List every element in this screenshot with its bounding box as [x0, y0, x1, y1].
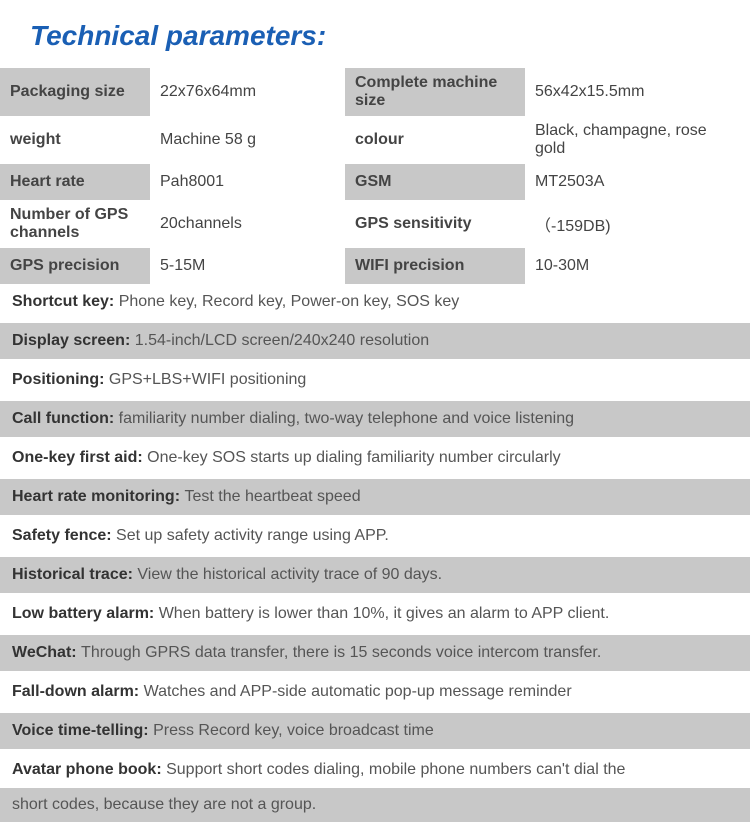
feature-row: Heart rate monitoring: Test the heartbea…: [0, 479, 750, 515]
feature-label: WeChat:: [12, 644, 81, 661]
page-title: Technical parameters:: [0, 0, 750, 68]
feature-row: Historical trace: View the historical ac…: [0, 557, 750, 593]
feature-label: Fall-down alarm:: [12, 683, 144, 700]
feature-label: Heart rate monitoring:: [12, 488, 184, 505]
feature-cell: Call function: familiarity number dialin…: [0, 401, 750, 437]
feature-label: Voice time-telling:: [12, 722, 153, 739]
feature-row: Safety fence: Set up safety activity ran…: [0, 518, 750, 554]
spec-label: GPS precision: [0, 248, 150, 284]
feature-cell: WeChat: Through GPRS data transfer, ther…: [0, 635, 750, 671]
spec-value: 5-15M: [150, 248, 345, 284]
feature-text: Through GPRS data transfer, there is 15 …: [81, 644, 601, 661]
spec-value: 10-30M: [525, 248, 750, 284]
feature-text: Test the heartbeat speed: [184, 488, 360, 505]
continuation-row: short codes, because they are not a grou…: [0, 788, 750, 822]
feature-label: Low battery alarm:: [12, 605, 159, 622]
spec-row: Packaging size22x76x64mmComplete machine…: [0, 68, 750, 116]
feature-text: One-key SOS starts up dialing familiarit…: [147, 449, 560, 466]
feature-label: Display screen:: [12, 332, 135, 349]
feature-cell: Shortcut key: Phone key, Record key, Pow…: [0, 284, 750, 320]
spec-label: GPS sensitivity: [345, 200, 525, 248]
feature-row: Low battery alarm: When battery is lower…: [0, 596, 750, 632]
feature-text: When battery is lower than 10%, it gives…: [159, 605, 610, 622]
feature-text: Set up safety activity range using APP.: [116, 527, 389, 544]
spec-row: Number of GPS channels20channelsGPS sens…: [0, 200, 750, 248]
feature-label: One-key first aid:: [12, 449, 147, 466]
feature-label: Positioning:: [12, 371, 109, 388]
spec-row: weightMachine 58 gcolourBlack, champagne…: [0, 116, 750, 164]
feature-text: Phone key, Record key, Power-on key, SOS…: [119, 293, 460, 310]
feature-row: Fall-down alarm: Watches and APP-side au…: [0, 674, 750, 710]
feature-cell: Safety fence: Set up safety activity ran…: [0, 518, 750, 554]
spec-value: 20channels: [150, 200, 345, 248]
feature-row: WeChat: Through GPRS data transfer, ther…: [0, 635, 750, 671]
feature-text: 1.54-inch/LCD screen/240x240 resolution: [135, 332, 429, 349]
feature-label: Historical trace:: [12, 566, 137, 583]
spec-label: WIFI precision: [345, 248, 525, 284]
spec-label: weight: [0, 116, 150, 164]
spec-row: Heart ratePah8001GSMMT2503A: [0, 164, 750, 200]
feature-text: GPS+LBS+WIFI positioning: [109, 371, 306, 388]
spec-value: MT2503A: [525, 164, 750, 200]
feature-cell: Positioning: GPS+LBS+WIFI positioning: [0, 362, 750, 398]
feature-text: View the historical activity trace of 90…: [137, 566, 442, 583]
feature-label: Call function:: [12, 410, 119, 427]
spec-row: GPS precision5-15MWIFI precision10-30M: [0, 248, 750, 284]
feature-label: Avatar phone book:: [12, 761, 166, 778]
feature-text: familiarity number dialing, two-way tele…: [119, 410, 574, 427]
spec-value: Pah8001: [150, 164, 345, 200]
feature-label: Safety fence:: [12, 527, 116, 544]
spec-label: Complete machine size: [345, 68, 525, 116]
specs-table: Packaging size22x76x64mmComplete machine…: [0, 68, 750, 284]
features-table: Shortcut key: Phone key, Record key, Pow…: [0, 284, 750, 788]
feature-row: Positioning: GPS+LBS+WIFI positioning: [0, 362, 750, 398]
feature-row: Call function: familiarity number dialin…: [0, 401, 750, 437]
spec-value: 56x42x15.5mm: [525, 68, 750, 116]
feature-text: Watches and APP-side automatic pop-up me…: [144, 683, 572, 700]
feature-cell: Avatar phone book: Support short codes d…: [0, 752, 750, 788]
feature-cell: Fall-down alarm: Watches and APP-side au…: [0, 674, 750, 710]
spec-label: GSM: [345, 164, 525, 200]
feature-text: Support short codes dialing, mobile phon…: [166, 761, 625, 778]
feature-cell: One-key first aid: One-key SOS starts up…: [0, 440, 750, 476]
feature-cell: Historical trace: View the historical ac…: [0, 557, 750, 593]
feature-text: Press Record key, voice broadcast time: [153, 722, 434, 739]
feature-cell: Heart rate monitoring: Test the heartbea…: [0, 479, 750, 515]
spec-value: Black, champagne, rose gold: [525, 116, 750, 164]
spec-label: colour: [345, 116, 525, 164]
spec-value: Machine 58 g: [150, 116, 345, 164]
feature-row: Shortcut key: Phone key, Record key, Pow…: [0, 284, 750, 320]
feature-row: Display screen: 1.54-inch/LCD screen/240…: [0, 323, 750, 359]
feature-label: Shortcut key:: [12, 293, 119, 310]
feature-row: Avatar phone book: Support short codes d…: [0, 752, 750, 788]
spec-label: Number of GPS channels: [0, 200, 150, 248]
feature-row: Voice time-telling: Press Record key, vo…: [0, 713, 750, 749]
spec-label: Heart rate: [0, 164, 150, 200]
feature-cell: Display screen: 1.54-inch/LCD screen/240…: [0, 323, 750, 359]
container: Technical parameters: Packaging size22x7…: [0, 0, 750, 822]
feature-cell: Voice time-telling: Press Record key, vo…: [0, 713, 750, 749]
spec-value: （-159DB): [525, 200, 750, 248]
feature-cell: Low battery alarm: When battery is lower…: [0, 596, 750, 632]
spec-label: Packaging size: [0, 68, 150, 116]
feature-row: One-key first aid: One-key SOS starts up…: [0, 440, 750, 476]
spec-value: 22x76x64mm: [150, 68, 345, 116]
